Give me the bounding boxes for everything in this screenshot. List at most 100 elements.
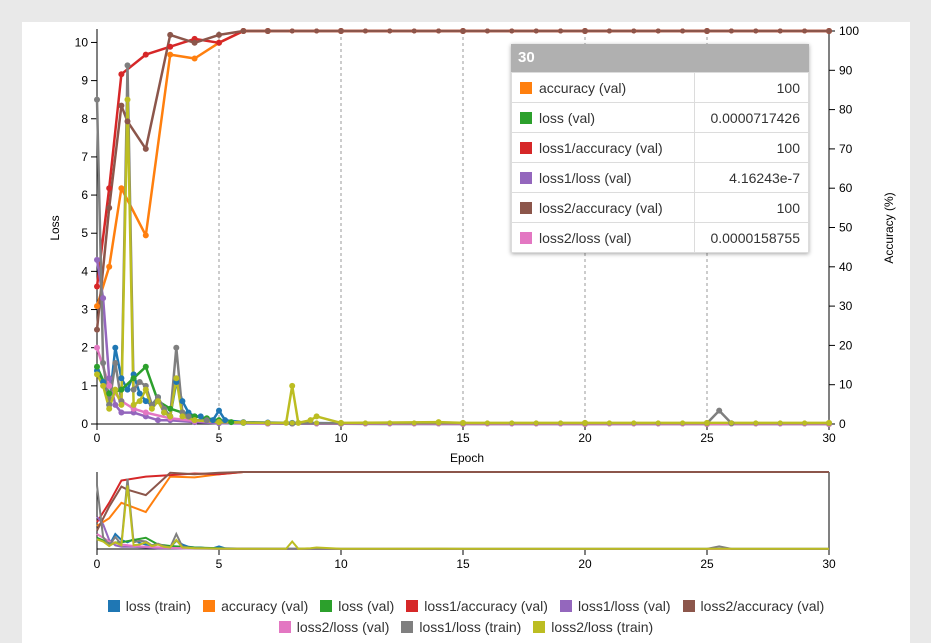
legend-item[interactable]: loss1/loss (val): [559, 596, 671, 617]
y-right-tick-label: 50: [839, 221, 853, 235]
data-point: [509, 28, 515, 34]
data-point: [136, 398, 143, 405]
tooltip-value: 100: [694, 72, 809, 103]
y-left-tick-label: 2: [81, 341, 88, 355]
tooltip-value: 0.0000158755: [694, 222, 809, 253]
data-point: [191, 55, 198, 62]
legend-swatch: [107, 600, 120, 612]
data-point: [106, 382, 113, 389]
data-point: [173, 375, 180, 382]
tooltip-label-cell: accuracy (val): [511, 72, 695, 103]
data-point: [728, 28, 734, 34]
tooltip-label-cell: loss2/accuracy (val): [511, 192, 695, 223]
tooltip-row: accuracy (val) 100: [511, 72, 809, 103]
y-left-tick-label: 5: [81, 226, 88, 240]
y-right-tick-label: 20: [839, 338, 853, 352]
data-point: [130, 386, 137, 393]
tooltip-label-cell: loss1/accuracy (val): [511, 132, 695, 163]
chart-panel: 0 5 10 15 20 25 30 0 1 2 3 4 5 6 7 8 9 10 0 10 20 30 40 50 60 70 8…: [22, 22, 910, 643]
y-right-tick-label: 30: [839, 299, 853, 313]
legend-swatch: [533, 621, 546, 633]
data-point: [118, 185, 125, 192]
tooltip-label: loss2/accuracy (val): [539, 199, 663, 216]
data-point: [94, 283, 100, 290]
data-point: [460, 420, 466, 426]
data-point: [826, 28, 832, 34]
data-point: [100, 359, 107, 366]
data-point: [112, 359, 119, 366]
data-point: [606, 420, 612, 426]
series-points: [94, 28, 832, 427]
data-point: [112, 344, 119, 351]
legend-swatch: [406, 600, 419, 612]
data-point: [148, 405, 155, 412]
data-point: [94, 363, 100, 370]
data-point: [558, 420, 564, 426]
data-point: [265, 28, 271, 34]
data-point: [680, 420, 686, 426]
data-point: [216, 419, 222, 426]
data-point: [124, 62, 131, 69]
legend-item[interactable]: accuracy (val): [203, 596, 308, 617]
tooltip-row: loss (val) 0.0000717426: [511, 102, 809, 133]
data-point: [142, 145, 149, 152]
legend-swatch: [559, 600, 572, 612]
data-point: [167, 51, 174, 58]
y-left-tick-label: 4: [81, 264, 88, 278]
legend-item[interactable]: loss (train): [107, 596, 192, 617]
legend-item[interactable]: loss1/accuracy (val): [406, 596, 548, 617]
data-point: [362, 28, 368, 34]
legend-item[interactable]: loss1/loss (train): [401, 617, 521, 638]
legend-item[interactable]: loss2/accuracy (val): [682, 596, 824, 617]
legend-item[interactable]: loss (val): [320, 596, 394, 617]
overview-line-4: [96, 516, 829, 550]
y-right-tick-label: 70: [839, 142, 853, 156]
y-right-tick-label: 80: [839, 103, 853, 117]
data-point: [94, 96, 100, 103]
data-point: [142, 363, 149, 370]
overview-chart[interactable]: 0 5 10 15 20 25 30: [94, 471, 836, 571]
tooltip-row: loss2/loss (val) 0.0000158755: [511, 222, 809, 253]
y-right-tick-label: 40: [839, 260, 853, 274]
data-point: [411, 420, 417, 426]
data-point: [362, 420, 368, 426]
overview-x-tick-label: 25: [700, 557, 714, 571]
data-point: [94, 344, 100, 351]
tooltip-swatch: [520, 111, 532, 124]
legend-swatch: [320, 600, 333, 612]
tooltip-swatch: [520, 141, 532, 154]
tooltip-label-cell: loss1/loss (val): [511, 162, 695, 193]
legend-item[interactable]: loss2/loss (train): [533, 617, 653, 638]
legend-item[interactable]: loss2/loss (val): [278, 617, 389, 638]
data-point: [753, 28, 759, 34]
y-right-tick-label: 10: [839, 378, 853, 392]
data-point: [118, 409, 125, 416]
data-point: [509, 420, 515, 426]
data-point: [185, 413, 192, 420]
data-point: [94, 326, 100, 333]
y-left-tick-label: 6: [81, 188, 88, 202]
legend-row: loss2/loss (val) loss1/loss (train) loss2/…: [22, 617, 910, 638]
data-point: [222, 417, 229, 424]
data-point: [142, 51, 149, 58]
data-point: [136, 390, 143, 397]
data-point: [680, 28, 686, 34]
y-right-tick-label: 60: [839, 181, 853, 195]
data-point: [142, 409, 149, 416]
tooltip-label-cell: loss (val): [511, 102, 695, 133]
data-point: [124, 118, 131, 125]
data-point: [167, 31, 174, 38]
data-point: [130, 401, 137, 408]
training-chart: 0 5 10 15 20 25 300123456789100102030405060708…: [48, 24, 896, 571]
x-tick-label: 15: [456, 431, 470, 445]
data-point: [338, 420, 344, 426]
data-point: [106, 405, 113, 412]
overview-line-5: [96, 471, 829, 531]
tooltip-value: 100: [694, 132, 809, 163]
data-point: [655, 28, 661, 34]
overview-x-tick-label: 0: [94, 557, 101, 571]
data-point: [338, 28, 344, 34]
overview-line-3: [96, 471, 829, 523]
data-point: [216, 39, 222, 46]
legend-label: loss (train): [125, 598, 192, 614]
